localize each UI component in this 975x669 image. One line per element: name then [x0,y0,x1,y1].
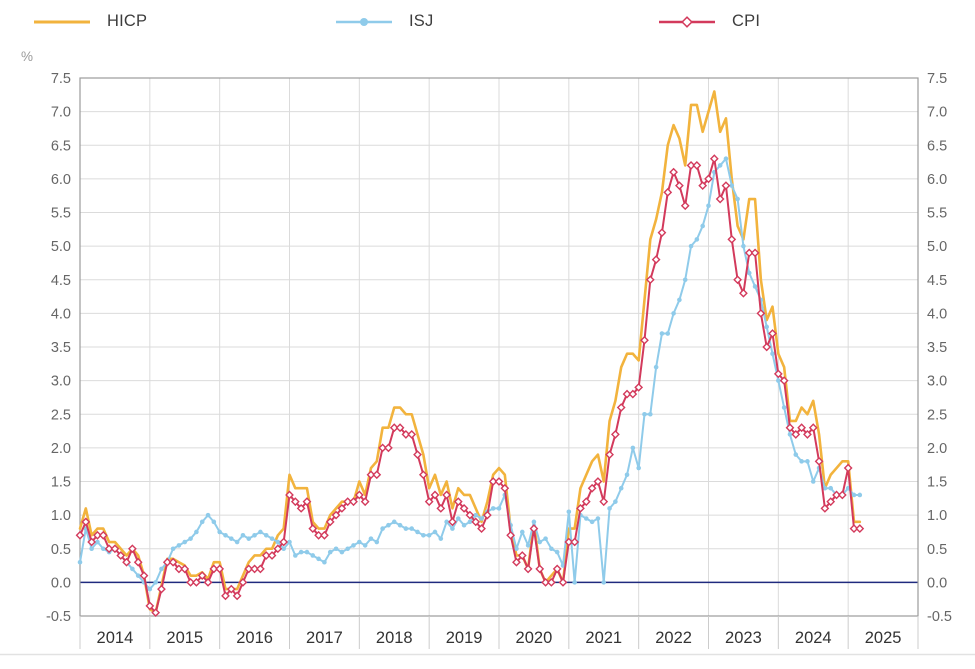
x-year-label: 2016 [236,629,273,647]
y-tick-label: 1.0 [51,508,71,524]
y-tick-label: 6.5 [51,138,71,154]
y-tick-label: 5.0 [927,239,947,255]
y-tick-label: -0.5 [46,609,71,625]
legend-item-isj[interactable]: ISJ [335,12,433,31]
y-tick-label: 3.5 [51,340,71,356]
legend-item-hicp[interactable]: HICP [33,12,147,31]
y-tick-label: 4.5 [927,273,947,289]
isj-line-circle-swatch-icon [336,17,392,26]
y-tick-label: 3.0 [51,374,71,390]
x-year-label: 2024 [795,629,832,647]
series-cpi[interactable] [75,154,865,618]
legend-label-hicp: HICP [107,12,148,30]
series-hicp[interactable] [78,90,862,614]
y-tick-label: 2.5 [927,407,947,423]
y-tick-label: 7.0 [51,105,71,121]
x-year-label: 2021 [585,629,622,647]
y-tick-label: 5.0 [51,239,71,255]
x-year-label: 2019 [446,629,483,647]
y-tick-label: 7.5 [927,71,947,87]
y-tick-label: 6.5 [927,138,947,154]
x-year-label: 2020 [516,629,553,647]
x-year-label: 2017 [306,629,343,647]
y-tick-label: 1.5 [51,475,71,491]
x-year-label: 2014 [97,629,134,647]
y-axis-unit-label: % [21,49,34,64]
chart-legend: HICP ISJ CPI [0,12,975,36]
y-tick-label: 1.0 [927,508,947,524]
y-tick-label: 7.0 [927,105,947,121]
hicp-line-swatch-icon [34,20,90,23]
y-tick-label: 0.5 [927,542,947,558]
x-year-label: 2015 [166,629,203,647]
y-tick-label: 0.5 [51,542,71,558]
cpi-line-diamond-swatch-icon [659,15,715,28]
x-year-label: 2018 [376,629,413,647]
x-year-label: 2023 [725,629,762,647]
y-tick-label: 2.5 [51,407,71,423]
y-tick-label: 0.0 [927,575,947,591]
y-tick-label: 2.0 [51,441,71,457]
x-year-label: 2025 [865,629,902,647]
y-tick-label: 4.5 [51,273,71,289]
series-isj[interactable] [77,156,863,592]
y-axis-labels: 7.5 7.5 7.0 7.0 6.5 6.5 6.0 6.0 5.5 5.5 5.0 5.0 4.5 4… [46,71,952,625]
y-tick-label: 6.0 [51,172,71,188]
y-tick-label: 5.5 [51,206,71,222]
y-tick-label: 6.0 [927,172,947,188]
legend-label-isj: ISJ [409,12,434,30]
y-tick-label: 0.0 [51,575,71,591]
y-tick-label: -0.5 [927,609,952,625]
y-tick-label: 4.0 [51,306,71,322]
x-axis: 2014 2015 2016 2017 2018 2019 2020 2021 2022 2023… [79,616,919,649]
y-tick-label: 5.5 [927,206,947,222]
x-year-label: 2022 [655,629,692,647]
y-tick-label: 3.0 [927,374,947,390]
y-tick-label: 1.5 [927,475,947,491]
y-tick-label: 4.0 [927,306,947,322]
y-tick-label: 7.5 [51,71,71,87]
legend-label-cpi: CPI [732,12,761,30]
y-tick-label: 2.0 [927,441,947,457]
legend-item-cpi[interactable]: CPI [658,12,760,31]
y-tick-label: 3.5 [927,340,947,356]
